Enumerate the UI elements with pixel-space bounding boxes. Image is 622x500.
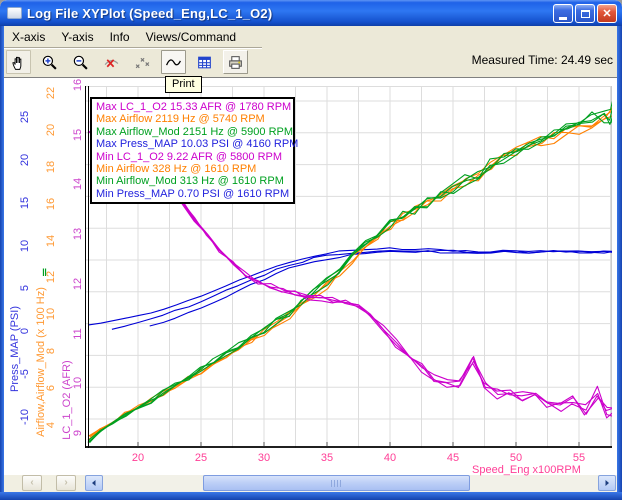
y-tick-label: 11	[72, 327, 84, 340]
scatter-view-button[interactable]	[130, 50, 155, 74]
y-axis-title: Press_MAP (PSI)	[9, 306, 21, 392]
title-bar[interactable]: Log File XYPlot (Speed_Eng,LC_1_O2) ✕	[0, 0, 622, 26]
window-title: Log File XYPlot (Speed_Eng,LC_1_O2)	[27, 5, 273, 21]
zoom-reset-button[interactable]	[99, 50, 124, 74]
hand-icon	[12, 56, 22, 70]
minimize-icon	[559, 16, 567, 20]
y-tick-label: 12	[72, 277, 84, 290]
axis-scrollbar[interactable]: ‹ ›	[4, 475, 85, 492]
y-tick-label: 20	[19, 153, 31, 166]
y-tick-label: 20	[45, 123, 57, 137]
x-tick-label: 20	[131, 452, 145, 464]
y-tick-label: 15	[72, 128, 84, 141]
y-axis-title: LC_1_O2 (AFR)	[61, 360, 73, 440]
y-axis-title: Airflow,Airflow_Mod (x 100 Hz)	[35, 287, 47, 437]
print-button[interactable]	[223, 50, 248, 74]
legend-entry: Max Airflow_Mod 2151 Hz @ 5900 RPM	[96, 125, 294, 138]
x-tick-label: 35	[320, 452, 334, 464]
series-airflow	[89, 110, 612, 438]
series-airflow_mod	[87, 112, 612, 443]
zoom-out-button[interactable]	[68, 50, 93, 74]
app-icon	[7, 7, 22, 19]
toolbar-separator	[4, 47, 262, 49]
toolbar: Measured Time: 24.49 sec	[4, 49, 617, 77]
series-press_map	[88, 247, 612, 326]
scroll-right-icon	[605, 480, 609, 486]
x-tick-label: 30	[257, 452, 271, 464]
menu-y-axis[interactable]: Y-axis	[61, 29, 94, 44]
axis-scroll-right-button[interactable]: ›	[56, 475, 76, 491]
legend-entry: Max Airflow 2119 Hz @ 5740 RPM	[96, 113, 265, 126]
line-view-button[interactable]	[161, 50, 186, 74]
legend-entry: Max Press_MAP 10.03 PSI @ 4160 RPM	[96, 138, 299, 151]
legend-entry: Min Press_MAP 0.70 PSI @ 1610 RPM	[96, 187, 290, 200]
x-tick-label: 25	[194, 452, 208, 464]
scrollbar-thumb[interactable]	[203, 475, 470, 491]
y-tick-label: 14	[45, 234, 57, 247]
horizontal-scrollbar[interactable]	[85, 475, 617, 492]
scatter-plot-icon	[135, 57, 150, 68]
y-tick-label: 10	[72, 377, 84, 390]
legend-box: Max LC_1_O2 15.33 AFR @ 1780 RPM Max Airf…	[90, 97, 299, 205]
zoom-reset-icon	[104, 58, 119, 67]
y-tick-label: 5	[19, 285, 31, 292]
maximize-icon	[580, 9, 590, 18]
y-tick-label: 13	[72, 228, 84, 241]
x-tick-label: 40	[383, 452, 397, 464]
window-border-left	[0, 26, 4, 492]
x-tick-label: 50	[509, 452, 523, 464]
x-tick-label: 55	[572, 452, 586, 464]
zoom-in-button[interactable]	[37, 50, 62, 74]
window-border-right	[617, 26, 622, 492]
menu-info[interactable]: Info	[109, 29, 130, 44]
y-tick-label: 25	[19, 110, 31, 124]
y-tick-label: 10	[19, 239, 31, 252]
legend-entry: Min Airflow 328 Hz @ 1610 RPM	[96, 163, 257, 176]
axis-scroll-left-button[interactable]: ‹	[22, 475, 42, 491]
scroll-right-button[interactable]	[598, 475, 616, 491]
y-tick-label: -10	[19, 409, 31, 425]
close-icon: ✕	[602, 8, 612, 20]
plot-canvas[interactable]	[85, 86, 612, 448]
scrollbar-grip	[331, 479, 342, 487]
y-tick-label: 16	[45, 197, 57, 210]
pan-button[interactable]	[6, 50, 31, 74]
table-icon	[198, 56, 211, 68]
line-plot-icon	[166, 58, 181, 65]
y-tick-label: 18	[45, 160, 57, 173]
airflow-mod-axis-marker: ‖	[42, 268, 47, 279]
series-press_map	[149, 250, 612, 327]
printer-icon	[229, 55, 242, 69]
scroll-left-button[interactable]	[85, 475, 103, 491]
legend-entry: Min LC_1_O2 9.22 AFR @ 5800 RPM	[96, 150, 283, 163]
y-tick-label: 16	[72, 78, 84, 92]
y-tick-label: 14	[72, 178, 84, 191]
y-tick-label: 9	[72, 429, 84, 437]
legend-entry: Max LC_1_O2 15.33 AFR @ 1780 RPM	[96, 101, 292, 113]
menu-views-command[interactable]: Views/Command	[145, 29, 237, 44]
x-axis-title: Speed_Eng x100RPM	[472, 464, 581, 476]
measured-time-label: Measured Time: 24.49 sec	[471, 53, 613, 67]
legend-entry: Min Airflow_Mod 313 Hz @ 1610 RPM	[96, 175, 284, 188]
x-tick-label: 45	[446, 452, 460, 464]
print-tooltip: Print	[165, 76, 202, 93]
table-view-button[interactable]	[192, 50, 217, 74]
minimize-button[interactable]	[553, 4, 573, 23]
series-airflow_mod	[88, 111, 612, 441]
y-tick-label: 15	[19, 196, 31, 209]
maximize-button[interactable]	[575, 4, 595, 23]
zoom-out-icon	[73, 55, 88, 70]
zoom-in-icon	[42, 55, 57, 70]
scroll-left-icon	[92, 480, 96, 486]
series-press_map	[111, 249, 612, 330]
menu-x-axis[interactable]: X-axis	[12, 29, 46, 44]
window-border-bottom	[0, 492, 622, 500]
menu-bar: X-axis Y-axis Info Views/Command	[4, 26, 617, 47]
y-tick-label: 22	[45, 86, 57, 100]
close-button[interactable]: ✕	[597, 4, 617, 23]
